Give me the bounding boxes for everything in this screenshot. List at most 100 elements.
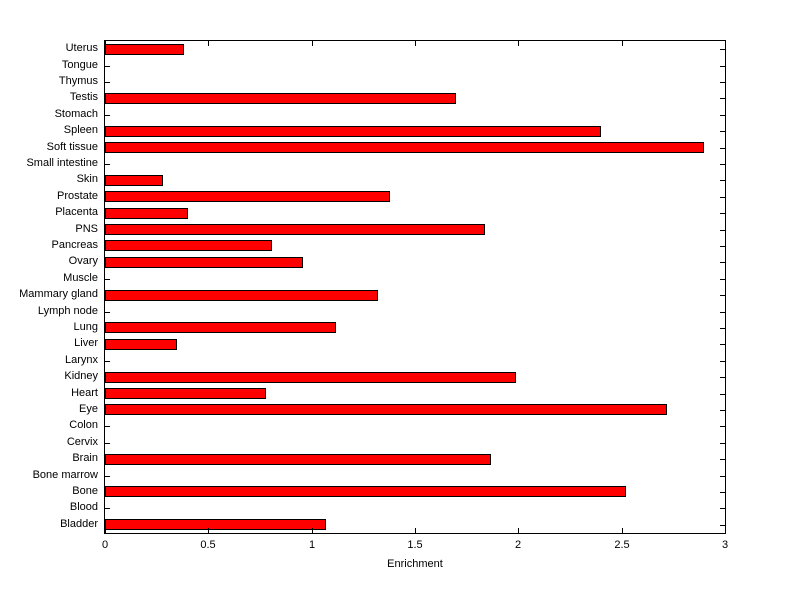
y-tick-label: Eye xyxy=(79,403,98,415)
y-tick-label: Liver xyxy=(74,337,98,350)
y-tick-label: Soft tissue xyxy=(46,140,98,153)
x-tick-mark-bottom xyxy=(415,528,416,533)
y-tick-mark-right xyxy=(720,164,725,165)
y-tick-mark-right xyxy=(720,82,725,83)
y-tick-mark-right xyxy=(720,279,725,280)
y-tick-mark-right xyxy=(720,115,725,116)
x-tick-mark-bottom xyxy=(622,528,623,533)
y-tick-label: Mammary gland xyxy=(19,288,98,301)
bar xyxy=(105,519,326,530)
y-tick-mark-left xyxy=(105,476,110,477)
y-tick-mark-right xyxy=(720,459,725,460)
y-tick-mark-left xyxy=(105,66,110,67)
y-tick-label: Muscle xyxy=(63,271,98,284)
y-tick-mark-right xyxy=(720,49,725,50)
y-tick-label: Blood xyxy=(69,501,98,514)
x-tick-label: 1.5 xyxy=(407,539,423,551)
x-tick-label: 2.5 xyxy=(614,539,630,551)
y-tick-label: Stomach xyxy=(54,107,98,120)
x-tick-mark-bottom xyxy=(725,528,726,533)
y-tick-mark-right xyxy=(720,262,725,263)
x-tick-label: 0.5 xyxy=(200,539,216,551)
bar xyxy=(105,126,601,137)
bar xyxy=(105,257,303,268)
x-tick-mark-bottom xyxy=(208,528,209,533)
y-tick-label: Lymph node xyxy=(37,304,98,317)
y-tick-label: Pancreas xyxy=(51,239,98,251)
bar xyxy=(105,93,456,104)
bar xyxy=(105,142,704,153)
bar xyxy=(105,404,667,415)
y-tick-label: Heart xyxy=(71,386,98,399)
x-tick-mark-bottom xyxy=(105,528,106,533)
x-axis-label: Enrichment xyxy=(387,558,443,570)
y-tick-label: Prostate xyxy=(57,189,98,202)
x-tick-label: 2 xyxy=(514,539,522,551)
y-tick-label: Brain xyxy=(72,452,98,465)
bar xyxy=(105,339,177,350)
y-tick-mark-left xyxy=(105,361,110,362)
y-tick-mark-right xyxy=(720,525,725,526)
y-tick-mark-right xyxy=(720,295,725,296)
y-tick-label: Colon xyxy=(69,419,98,432)
bar xyxy=(105,372,516,383)
y-tick-label: Thymus xyxy=(58,75,98,87)
y-tick-label: Tongue xyxy=(61,58,98,71)
y-tick-mark-right xyxy=(720,361,725,362)
y-tick-mark-right xyxy=(720,131,725,132)
plot-area xyxy=(104,40,726,534)
y-tick-label: Skin xyxy=(76,173,98,186)
y-tick-mark-right xyxy=(720,197,725,198)
y-tick-label: Bone xyxy=(72,485,98,497)
x-tick-mark-top xyxy=(105,41,106,46)
y-tick-label: Lung xyxy=(73,321,98,333)
x-tick-mark-top xyxy=(725,41,726,46)
y-tick-mark-right xyxy=(720,344,725,345)
x-tick-label: 1 xyxy=(308,539,316,551)
y-tick-mark-right xyxy=(720,492,725,493)
y-tick-mark-right xyxy=(720,98,725,99)
y-tick-mark-right xyxy=(720,394,725,395)
y-tick-label: Small intestine xyxy=(26,157,98,169)
bar xyxy=(105,486,626,497)
y-tick-mark-right xyxy=(720,230,725,231)
y-tick-label: Kidney xyxy=(64,370,98,383)
y-tick-mark-right xyxy=(720,508,725,509)
x-tick-mark-top xyxy=(518,41,519,46)
bar xyxy=(105,240,272,251)
bar xyxy=(105,44,184,55)
x-tick-label: 3 xyxy=(721,539,729,551)
bar xyxy=(105,454,491,465)
x-tick-mark-top xyxy=(415,41,416,46)
y-tick-label: PNS xyxy=(75,222,98,235)
y-tick-mark-left xyxy=(105,443,110,444)
y-tick-mark-left xyxy=(105,82,110,83)
bar xyxy=(105,208,188,219)
x-tick-mark-bottom xyxy=(312,528,313,533)
y-tick-mark-left xyxy=(105,508,110,509)
bar xyxy=(105,224,485,235)
x-tick-label: 0 xyxy=(101,539,109,551)
bar xyxy=(105,175,163,186)
y-tick-mark-right xyxy=(720,246,725,247)
y-tick-mark-right xyxy=(720,312,725,313)
y-tick-label: Cervix xyxy=(66,435,98,448)
y-tick-mark-left xyxy=(105,164,110,165)
y-tick-mark-right xyxy=(720,328,725,329)
x-tick-mark-top xyxy=(208,41,209,46)
y-tick-label: Placenta xyxy=(55,206,98,219)
x-tick-mark-bottom xyxy=(518,528,519,533)
y-tick-mark-right xyxy=(720,443,725,444)
y-tick-mark-left xyxy=(105,312,110,313)
y-tick-label: Testis xyxy=(69,91,98,104)
y-tick-label: Bladder xyxy=(60,517,98,530)
x-tick-mark-top xyxy=(622,41,623,46)
bar xyxy=(105,191,390,202)
x-tick-mark-top xyxy=(312,41,313,46)
y-tick-label: Bone marrow xyxy=(32,468,98,481)
y-tick-mark-right xyxy=(720,410,725,411)
y-tick-label: Larynx xyxy=(64,353,98,366)
y-tick-label: Spleen xyxy=(63,124,98,137)
y-tick-label: Ovary xyxy=(68,255,98,268)
